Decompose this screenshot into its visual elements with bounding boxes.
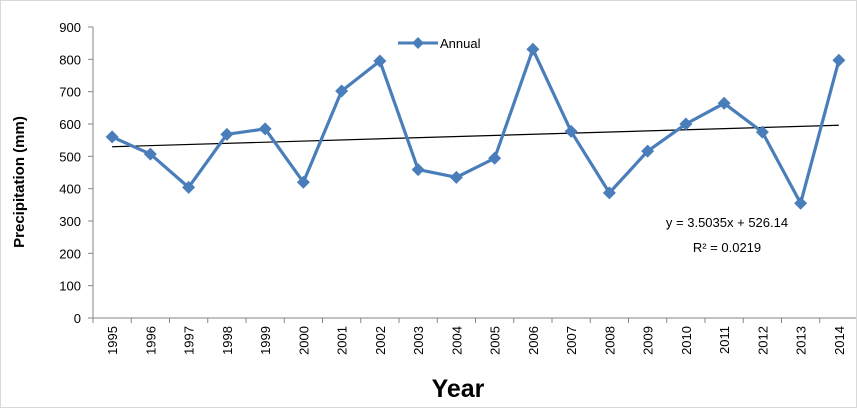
- data-point-2002: [373, 54, 387, 68]
- data-point-2003: [411, 163, 425, 177]
- legend: Annual: [398, 36, 481, 51]
- x-tick-label: 2005: [488, 326, 503, 355]
- x-tick-label: 2009: [641, 326, 656, 355]
- y-tick-label: 600: [59, 117, 81, 132]
- data-point-1996: [143, 147, 157, 161]
- data-point-2004: [449, 170, 463, 184]
- x-tick-label: 1995: [105, 326, 120, 355]
- x-tick-label: 2014: [832, 326, 847, 355]
- y-tick-label: 400: [59, 182, 81, 197]
- x-tick-label: 2010: [679, 326, 694, 355]
- series-layer: [105, 42, 846, 210]
- x-tick-label: 2003: [411, 326, 426, 355]
- x-tick-label: 2006: [526, 326, 541, 355]
- data-point-2014: [832, 53, 846, 67]
- x-tick-label: 1999: [258, 326, 273, 355]
- x-tick-label: 1996: [143, 326, 158, 355]
- x-tick-label: 2012: [755, 326, 770, 355]
- x-tick-label: 2001: [335, 326, 350, 355]
- y-tick-label: 700: [59, 85, 81, 100]
- data-point-2009: [641, 144, 655, 158]
- data-point-2005: [488, 151, 502, 165]
- y-tick-label: 500: [59, 149, 81, 164]
- x-tick-label: 2004: [449, 326, 464, 355]
- y-tick-label: 900: [59, 20, 81, 35]
- y-tick-label: 300: [59, 214, 81, 229]
- data-point-1999: [258, 122, 272, 136]
- y-tick-label: 800: [59, 52, 81, 67]
- y-tick-label: 100: [59, 279, 81, 294]
- data-point-2006: [526, 42, 540, 56]
- data-point-2010: [679, 117, 693, 131]
- data-point-1995: [105, 130, 119, 144]
- trendline: [112, 124, 839, 148]
- x-axis-ticks: 1995 1996 1997 1998 1999 2000 2001 2002 2003 2004…: [92, 318, 847, 355]
- x-tick-label: 2013: [794, 326, 809, 355]
- trendline-equation: y = 3.5035x + 526.14: [666, 215, 788, 230]
- y-tick-label: 0: [74, 311, 81, 326]
- series-line-annual: [111, 47, 841, 205]
- y-axis-ticks: 0 100 200 300 400 500 600 700 800 900: [59, 20, 93, 326]
- data-point-1997: [182, 180, 196, 194]
- trendline-r-squared: R² = 0.0219: [693, 240, 761, 255]
- x-tick-label: 2002: [373, 326, 388, 355]
- data-point-2011: [717, 96, 731, 110]
- trendline-layer: [112, 124, 839, 148]
- data-point-2000: [296, 175, 310, 189]
- data-point-1998: [220, 127, 234, 141]
- y-tick-label: 200: [59, 246, 81, 261]
- data-point-2008: [602, 186, 616, 200]
- axes: [92, 27, 856, 319]
- data-point-2001: [335, 84, 349, 98]
- x-tick-label: 2000: [296, 326, 311, 355]
- legend-marker: [412, 37, 424, 49]
- x-tick-label: 2011: [717, 326, 732, 354]
- x-axis-title: Year: [432, 375, 485, 403]
- data-point-2013: [794, 196, 808, 210]
- y-axis-title: Precipitation (mm): [11, 116, 28, 248]
- x-tick-label: 2007: [564, 326, 579, 355]
- x-tick-label: 2008: [602, 326, 617, 355]
- x-tick-label: 1998: [220, 326, 235, 355]
- x-tick-label: 1997: [182, 326, 197, 355]
- legend-label-annual: Annual: [440, 36, 481, 51]
